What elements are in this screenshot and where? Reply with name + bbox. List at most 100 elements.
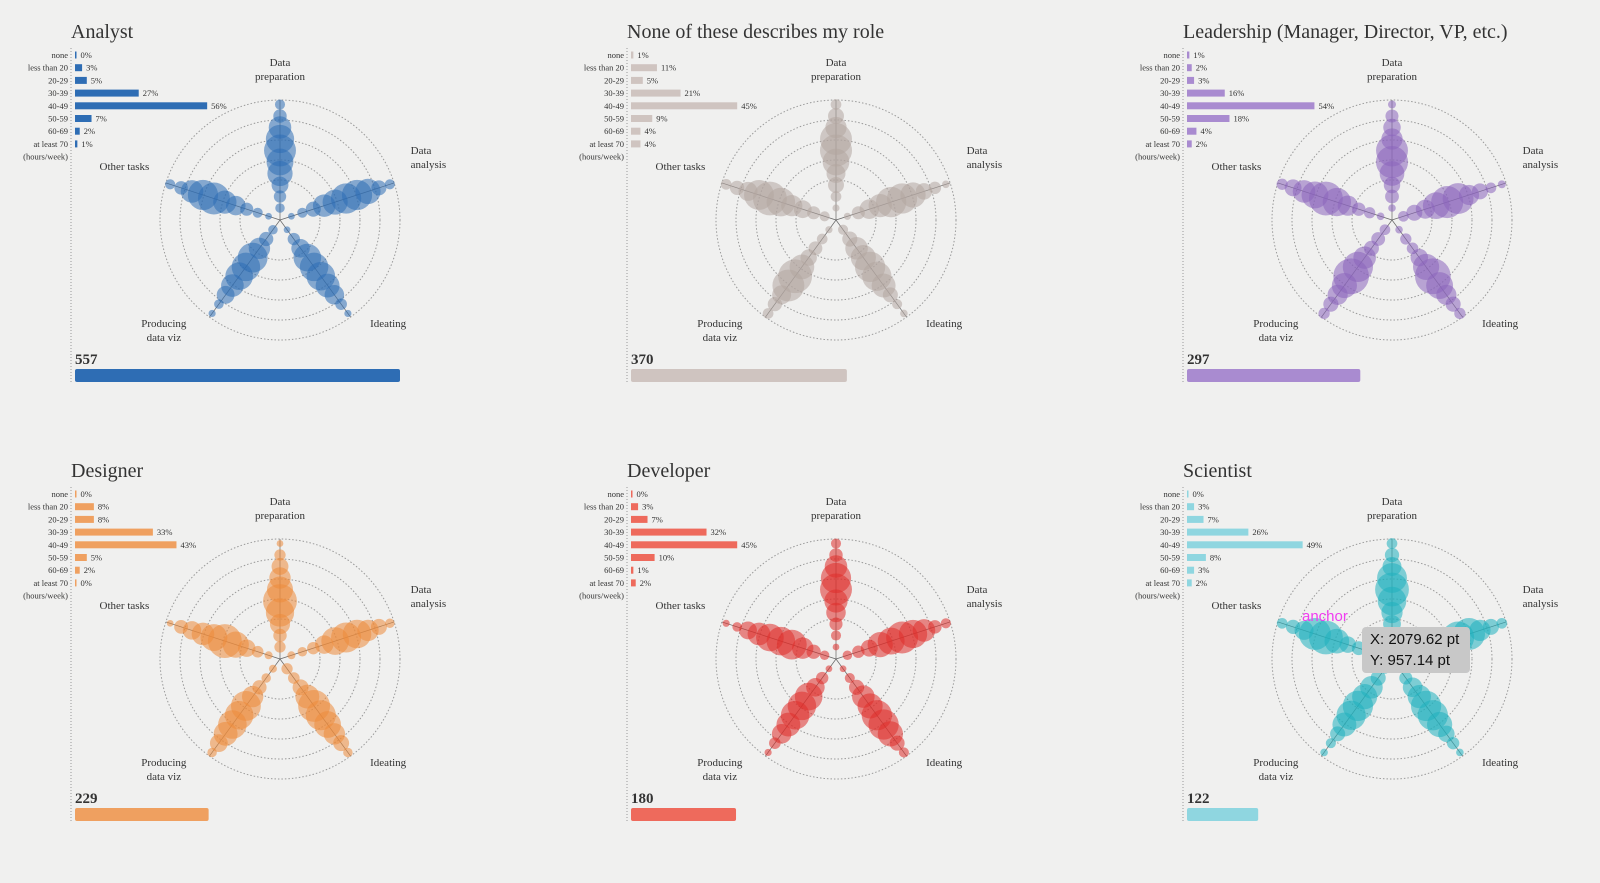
hours-bar [1187, 490, 1189, 498]
hours-bar [75, 503, 94, 511]
respondent-count: 297 [1187, 352, 1210, 368]
hours-bar [631, 503, 639, 511]
radar-ring [219, 598, 341, 720]
bubble [1330, 726, 1346, 742]
hours-label: 40-49 [48, 101, 68, 111]
bubble [333, 735, 350, 752]
hours-label: 30-39 [48, 88, 68, 98]
bubble [1400, 233, 1412, 245]
bubble [208, 309, 216, 318]
bubble [275, 203, 285, 213]
hours-label: 60-69 [48, 126, 68, 136]
hours-label: none [51, 50, 68, 60]
bubble [283, 226, 291, 234]
hours-value: 1% [637, 50, 648, 60]
bubble [1383, 118, 1401, 137]
hours-value: 7% [652, 514, 663, 524]
hours-bar [631, 102, 738, 110]
radar-ring [1271, 99, 1513, 341]
axis-label: Producing [697, 318, 743, 330]
hours-bar [631, 579, 636, 587]
hours-bar [631, 515, 648, 523]
axis-label: Other tasks [656, 600, 706, 612]
hours-bar [1187, 127, 1197, 135]
hours-bar [75, 76, 87, 84]
hours-unit-label: (hours/week) [579, 152, 624, 162]
bubble [1323, 296, 1339, 312]
axis-label: analysis [411, 598, 446, 610]
bubble [209, 734, 228, 753]
radar-ring [715, 99, 957, 341]
hours-unit-label: (hours/week) [23, 152, 68, 162]
bubble [942, 180, 950, 189]
bubble [816, 233, 828, 245]
hours-value: 21% [685, 88, 701, 98]
hours-label: 40-49 [604, 540, 624, 550]
axis-label: preparation [1367, 71, 1418, 83]
hours-label: none [607, 50, 624, 60]
bubble [252, 207, 263, 218]
hours-label: at least 70 [590, 139, 624, 149]
hours-value: 3% [642, 502, 653, 512]
panel-title: Scientist [1183, 460, 1252, 482]
axis-label: Ideating [1482, 757, 1519, 769]
bubble [335, 298, 347, 310]
bubble [1276, 617, 1288, 629]
axis-label: Data [1382, 57, 1403, 69]
panel-none: None of these describes my role none 1% les… [556, 0, 1112, 440]
hours-label: at least 70 [1146, 139, 1180, 149]
bubble [940, 618, 951, 629]
hours-bar [1187, 102, 1315, 110]
axis-label: Other tasks [1212, 161, 1262, 173]
hours-bar [1187, 566, 1195, 574]
hours-unit-label: (hours/week) [1135, 152, 1180, 162]
panel-title: Analyst [71, 21, 134, 43]
respondent-count: 557 [75, 352, 98, 368]
hours-label: none [51, 489, 68, 499]
hours-label: 40-49 [48, 540, 68, 550]
hours-bar [1187, 503, 1195, 511]
hours-bar [631, 490, 633, 498]
count-bar [1187, 808, 1259, 821]
bubble [274, 549, 286, 561]
axis-label: Producing [141, 757, 187, 769]
hours-value: 9% [656, 114, 667, 124]
hours-bar [1187, 579, 1192, 587]
bubble [1482, 618, 1499, 635]
radar-ring [755, 139, 917, 301]
hours-label: 60-69 [604, 126, 624, 136]
hours-bar [1187, 89, 1225, 97]
hours-label: less than 20 [1140, 502, 1180, 512]
axis-label: preparation [811, 510, 862, 522]
axis-label: Producing [697, 757, 743, 769]
radar-ring [159, 538, 401, 780]
radar-ring [239, 618, 321, 700]
panel-title: Designer [71, 460, 144, 482]
count-bar [1187, 369, 1361, 382]
axis-label: analysis [967, 159, 1002, 171]
hours-bar [75, 89, 139, 97]
axis-label: Ideating [926, 757, 963, 769]
bubble [344, 309, 352, 318]
axis-label: Data [270, 57, 291, 69]
hours-label: 20-29 [48, 75, 68, 85]
hours-label: 20-29 [48, 514, 68, 524]
hours-bar [75, 115, 92, 122]
panel-scientist: Scientist none 0% less than 20 3% 20-29 7% 30-3… [1112, 439, 1600, 879]
hours-value: 16% [1229, 88, 1245, 98]
bubble [915, 183, 933, 200]
hours-label: 20-29 [1160, 514, 1180, 524]
hours-label: less than 20 [28, 63, 68, 73]
bubble [819, 650, 830, 661]
hours-bar [1187, 541, 1303, 549]
hours-bar [1187, 76, 1195, 84]
bubble [1385, 109, 1399, 123]
bubble [207, 747, 217, 758]
bubble [264, 651, 273, 660]
axis-label: Data [1523, 145, 1544, 157]
bubble [288, 212, 295, 220]
bubble [843, 212, 851, 220]
hours-bar [75, 127, 80, 135]
axis-label: analysis [1523, 159, 1558, 171]
radar-ring [795, 618, 877, 700]
